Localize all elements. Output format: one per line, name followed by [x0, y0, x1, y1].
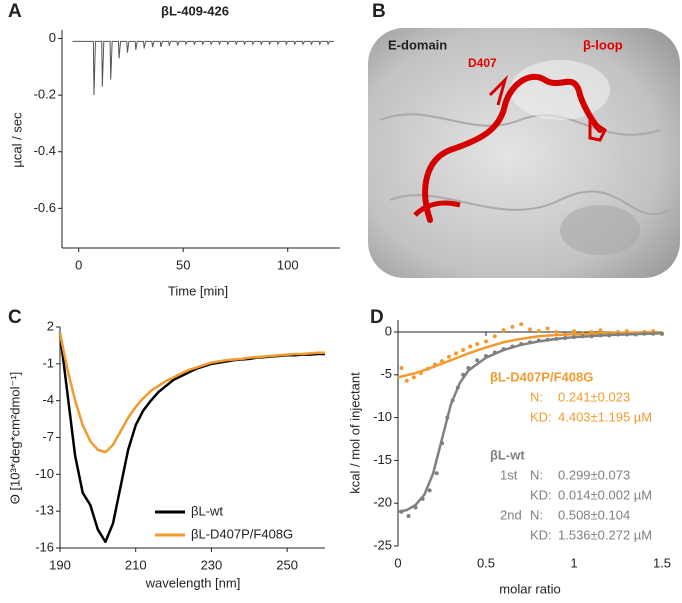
y-tick-label: -0.6: [34, 200, 56, 215]
structure-label: β-loop: [583, 37, 623, 52]
y-tick-label: -15: [373, 452, 392, 467]
y-tick-label: 2: [47, 318, 54, 333]
x-tick-label: 50: [176, 257, 190, 272]
panel-label: D: [370, 307, 384, 328]
x-tick-label: 190: [49, 557, 71, 572]
surface-highlight: [510, 60, 610, 120]
panel-label: A: [8, 1, 22, 22]
y-tick-label: -0.2: [34, 87, 56, 102]
data-point: [475, 358, 480, 363]
y-tick-label: -4: [42, 392, 54, 407]
x-tick-label: 230: [201, 557, 223, 572]
y-tick-label: -10: [373, 409, 392, 424]
data-point: [554, 329, 559, 334]
annotation-value: 4.403±1.195 µM: [558, 409, 652, 424]
panel-label: C: [8, 307, 22, 328]
x-tick-label: 1.5: [653, 555, 671, 570]
data-point: [434, 471, 439, 476]
x-axis-label: molar ratio: [499, 581, 560, 596]
data-point: [454, 351, 459, 356]
data-point: [461, 347, 466, 352]
data-point: [427, 488, 432, 493]
y-tick-label: -7: [42, 429, 54, 444]
data-point: [510, 324, 515, 329]
structure-image: E-domain D407 β-loop: [368, 28, 680, 278]
ribbon-tail: [413, 200, 461, 217]
y-tick-label: -1: [42, 355, 54, 370]
x-tick-label: 0: [75, 257, 82, 272]
data-point: [404, 378, 409, 383]
surface-contour: [389, 190, 671, 216]
y-tick-label: 0: [49, 30, 56, 45]
annotation-value: 0.241±0.023: [558, 389, 630, 404]
y-axis-label: kcal / mol of injectant: [347, 372, 362, 494]
data-point: [475, 341, 480, 346]
y-tick-label: -0.4: [34, 143, 56, 158]
annotation-label: KD:: [530, 527, 552, 542]
annotation-label: N:: [530, 389, 543, 404]
annotation-title: βL-wt: [490, 447, 525, 462]
annotation-title: βL-D407P/F408G: [490, 369, 593, 384]
line-series: [72, 40, 334, 96]
annotation-value: 1.536±0.272 µM: [558, 527, 652, 542]
data-point: [492, 334, 497, 339]
annotation-label: N:: [530, 507, 543, 522]
y-tick-label: 0: [385, 323, 392, 338]
structure-label: E-domain: [388, 37, 447, 52]
data-point: [399, 365, 404, 370]
annotation-value: 0.299±0.073: [558, 467, 630, 482]
panel-label: B: [372, 1, 386, 22]
line-series: [58, 332, 325, 454]
x-tick-label: 0: [394, 555, 401, 570]
beta-loop-ribbon: [422, 73, 603, 223]
data-point: [447, 354, 452, 359]
y-tick-label: -25: [373, 537, 392, 552]
y-axis-label: µcal / sec: [9, 112, 24, 168]
x-axis-label: Time [min]: [168, 283, 228, 298]
x-tick-label: 0.5: [477, 555, 495, 570]
data-point: [572, 329, 576, 334]
data-point: [411, 375, 416, 380]
annotation-label: KD:: [530, 409, 552, 424]
y-tick-label: -16: [35, 539, 54, 554]
data-point: [536, 329, 541, 334]
data-point: [545, 326, 550, 331]
x-axis-label: wavelength [nm]: [145, 575, 241, 590]
annotation-value: 0.014±0.002 µM: [558, 487, 652, 502]
y-tick-label: -5: [380, 366, 392, 381]
data-point: [528, 327, 532, 332]
legend-label: βL-wt: [191, 503, 223, 518]
annotation-prefix: 2nd: [500, 507, 522, 522]
data-point: [406, 514, 411, 519]
x-tick-label: 100: [277, 257, 299, 272]
annotation-prefix: 1st: [500, 467, 518, 482]
y-tick-label: -13: [35, 503, 54, 518]
data-point: [484, 339, 488, 344]
data-point: [468, 344, 473, 349]
y-tick-label: -20: [373, 495, 392, 510]
fit-curve: [397, 332, 663, 513]
data-point: [598, 328, 603, 333]
side-chains: [488, 74, 607, 142]
surface-shadow: [560, 205, 640, 255]
x-tick-label: 250: [276, 557, 298, 572]
y-tick-label: -10: [35, 466, 54, 481]
data-point: [519, 322, 524, 327]
x-tick-label: 1: [570, 555, 577, 570]
data-point: [501, 328, 506, 333]
x-tick-label: 210: [125, 557, 147, 572]
surface-contour: [379, 113, 661, 136]
annotation-label: N:: [530, 467, 543, 482]
y-axis-label: Θ [10³*deg*cm²dmol⁻¹]: [7, 372, 22, 505]
structure-label: D407: [468, 56, 497, 70]
annotation-value: 0.508±0.104: [558, 507, 630, 522]
legend-label: βL-D407P/F408G: [191, 526, 293, 541]
chart-title: βL-409-426: [161, 3, 229, 18]
annotation-label: KD:: [530, 487, 552, 502]
